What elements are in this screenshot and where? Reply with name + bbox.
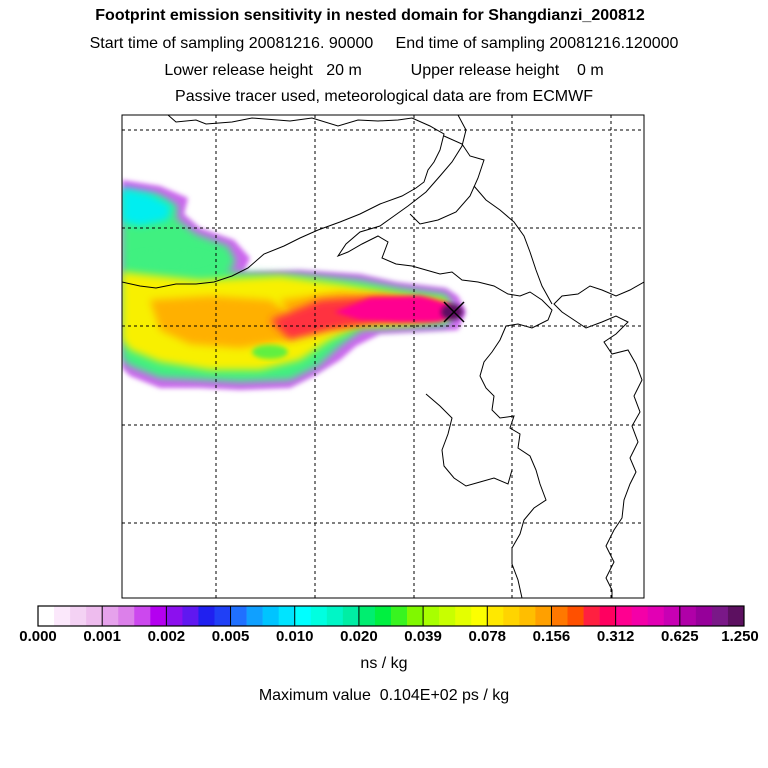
map-panel — [121, 114, 645, 599]
coastlines — [122, 115, 644, 598]
colorbar-swatch — [326, 606, 344, 626]
colorbar-swatch — [38, 606, 55, 626]
colorbar-tick-label: 0.078 — [468, 628, 507, 645]
colorbar-swatch — [198, 606, 215, 626]
footprint-field — [122, 180, 466, 390]
colorbar-swatch — [407, 606, 424, 626]
colorbar-swatch — [54, 606, 71, 626]
colorbar-tick-label: 0.001 — [83, 628, 121, 645]
colorbar-swatch — [294, 606, 312, 626]
colorbar-swatch — [262, 606, 279, 626]
colorbar-swatch — [310, 606, 328, 626]
colorbar-frame — [37, 605, 745, 627]
plot-title: Footprint emission sensitivity in nested… — [95, 7, 645, 24]
release-height-line: Lower release height 20 m Upper release … — [164, 62, 604, 79]
colorbar-swatch — [487, 606, 504, 626]
colorbar-swatch — [535, 606, 552, 626]
colorbar-swatch — [134, 606, 151, 626]
map-frame — [121, 114, 645, 599]
colorbar-tick-label: 0.002 — [147, 628, 186, 645]
colorbar-swatch — [278, 606, 296, 626]
footprint-cyan — [122, 188, 172, 226]
colorbar-swatch — [647, 606, 665, 626]
colorbar-swatch — [711, 606, 729, 626]
colorbar-swatch — [503, 606, 520, 626]
colorbar-tick-label: 0.625 — [661, 628, 699, 645]
colorbar-swatch — [166, 606, 183, 626]
colorbar-swatch — [679, 606, 697, 626]
colorbar-tick-label: 1.250 — [721, 628, 759, 645]
tracer-info-line: Passive tracer used, meteorological data… — [175, 88, 593, 105]
colorbar-swatch — [567, 606, 584, 626]
colorbar-swatch — [150, 606, 167, 626]
colorbar-swatch — [246, 606, 263, 626]
colorbar-swatch — [102, 606, 119, 626]
colorbar-swatch — [551, 606, 568, 626]
colorbar-swatch — [118, 606, 135, 626]
x-icon — [443, 301, 465, 323]
colorbar-swatch — [519, 606, 536, 626]
colorbar — [37, 605, 745, 627]
colorbar-tick-label: 0.312 — [596, 628, 635, 645]
colorbar-swatch — [70, 606, 87, 626]
footprint-green-pocket-2 — [252, 345, 288, 359]
map-gridlines — [122, 115, 644, 598]
footprint-orange — [150, 296, 300, 348]
colorbar-tick-label: 0.020 — [340, 628, 378, 645]
colorbar-swatch — [182, 606, 199, 626]
colorbar-swatch — [583, 606, 600, 626]
colorbar-swatch — [423, 606, 440, 626]
colorbar-swatch — [230, 606, 247, 626]
colorbar-tick-label: 0.156 — [532, 628, 571, 645]
colorbar-tick-label: 0.039 — [404, 628, 442, 645]
maximum-value-line: Maximum value 0.104E+02 ps / kg — [258, 687, 510, 704]
colorbar-swatch — [727, 606, 745, 626]
colorbar-swatch — [439, 606, 456, 626]
colorbar-swatch — [663, 606, 681, 626]
footprint-green-pocket — [130, 250, 210, 266]
colorbar-tick-label: 0.010 — [275, 628, 314, 645]
colorbar-swatch — [599, 606, 616, 626]
colorbar-swatch — [214, 606, 231, 626]
footprint-magenta — [334, 296, 456, 322]
colorbar-swatch — [86, 606, 103, 626]
colorbar-swatch — [374, 606, 392, 626]
colorbar-tick-label: 0.005 — [211, 628, 250, 645]
colorbar-swatch — [471, 606, 488, 626]
colorbar-swatch — [455, 606, 472, 626]
colorbar-swatch — [342, 606, 360, 626]
colorbar-swatch — [391, 606, 408, 626]
colorbar-swatch — [631, 606, 649, 626]
sampling-time-line: Start time of sampling 20081216. 90000 E… — [89, 35, 679, 52]
colorbar-swatch — [615, 606, 632, 626]
colorbar-swatch — [358, 606, 376, 626]
colorbar-tick-label: 0.000 — [19, 628, 57, 645]
units-label: ns / kg — [360, 655, 408, 672]
colorbar-swatch — [695, 606, 713, 626]
